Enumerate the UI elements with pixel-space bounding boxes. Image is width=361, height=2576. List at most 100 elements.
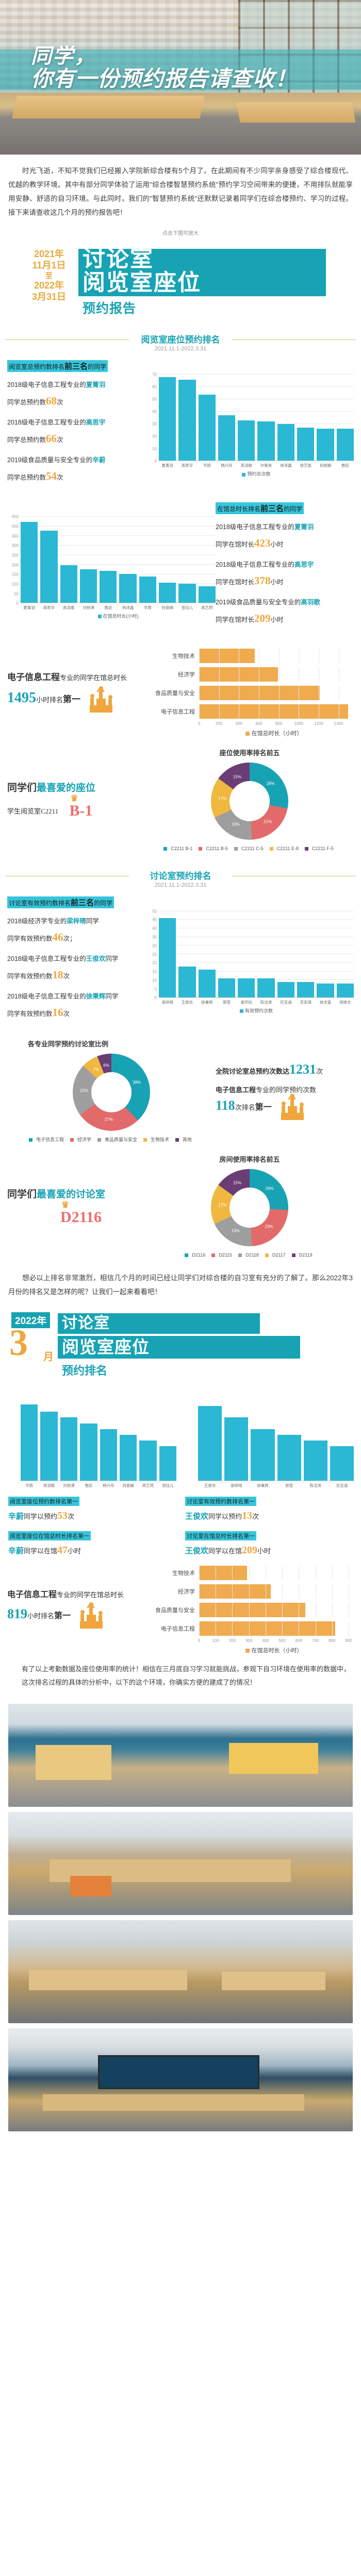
x-tick-label: 郑焕仓 xyxy=(339,999,351,1005)
march-banner-subtitle: 预约排名 xyxy=(62,1364,108,1377)
donut-legend: C2211 B-1 C2211 B-5 C2211 C-5 C2211 E-8 C221… xyxy=(145,845,354,852)
x-tick-label: 刘桓溥 xyxy=(83,605,94,611)
gridline xyxy=(282,1621,283,1636)
bar xyxy=(159,377,176,461)
x-tick-label: 辛蔚 xyxy=(203,463,211,468)
gridline xyxy=(332,1621,333,1636)
banner-date-line2: 11月1日 xyxy=(32,260,66,270)
bar xyxy=(317,429,334,461)
gridline xyxy=(159,460,354,461)
donut-legend-label: D2117 xyxy=(272,1252,286,1258)
favorite-room-text: 同学们最喜爱的讨论室 ♛ D2116 xyxy=(7,1187,145,1226)
photo-reading-room-2[interactable] xyxy=(8,1811,353,1915)
bar xyxy=(257,978,275,997)
bar xyxy=(238,420,255,461)
h-bar xyxy=(199,667,278,682)
x-labels: 夏箐羽 高思宇 高羽歌 刘桓溥 詹廷 林泽鑫 辛蔚 何俊娴 张钰儿 高艺珂 xyxy=(21,605,216,611)
march-stat-seat-hours: 阅览室座位在馆总时长排名第一 辛蔚同学以在馆47小时 xyxy=(8,1531,176,1556)
plot-area xyxy=(159,374,354,462)
donut-legend-item: 电子信息工程 xyxy=(28,1136,66,1143)
x-tick-label: 高艺珂 xyxy=(201,605,213,611)
y-tick: 40 xyxy=(152,409,157,414)
photo-reading-room-1[interactable] xyxy=(8,1703,353,1807)
bar xyxy=(178,583,196,603)
y-tick: 10 xyxy=(152,446,157,451)
gridline xyxy=(199,1565,200,1580)
bar xyxy=(251,1429,275,1481)
x-tick-label: 徐艺航 xyxy=(300,463,311,468)
march-major-line: 电子信息工程专业的同学在馆总时长 xyxy=(7,1590,124,1599)
intro-paragraph: 时光飞逝，不知不觉我们已经搬入学院新综合楼有5个月了。在此期间有不少同学亲身感受… xyxy=(8,167,353,216)
bar xyxy=(79,569,97,603)
h-bar-row: 生物技术 xyxy=(145,647,349,665)
y-tick: 10 xyxy=(152,978,157,983)
gridline xyxy=(232,1584,233,1599)
march-banner-big: 3 xyxy=(9,1321,28,1363)
bar xyxy=(303,1440,327,1481)
reading-count-row: 阅览室总预约数排名前三名的同学 2018级电子信息工程专业的夏箐羽 同学总预约数… xyxy=(0,355,361,497)
outro-line2: 这次排名过程的具体的分析中，以下的这个环境，你确实方便的建成了的情况！ xyxy=(22,1678,257,1686)
gridline xyxy=(159,386,354,387)
photo-reading-room-3[interactable] xyxy=(8,1920,353,2023)
donut-legend-label: 食品质量与安全 xyxy=(104,1137,137,1143)
y-tick: 35 xyxy=(152,935,157,940)
x-tick-label: 徐秉辉 xyxy=(201,999,213,1005)
legend-label: 在馆总时长(小时) xyxy=(103,614,139,619)
legend-swatch xyxy=(239,1009,243,1013)
donut-slice-label: 7% xyxy=(93,1067,99,1072)
h-bar-row: 经济学 xyxy=(145,665,349,684)
gridline xyxy=(282,1602,283,1617)
donut-slice-label: 19% xyxy=(232,822,240,827)
discussion-total: 全院讨论室总预约次数达1231次 xyxy=(216,1062,323,1077)
h-bar-row: 经济学 xyxy=(145,1582,349,1601)
x-tick-label: 徐秉辉 xyxy=(257,1483,269,1488)
banner-date-line4: 2022年 xyxy=(34,280,64,291)
donut-legend-label: C2211 F-5 xyxy=(312,845,334,851)
march-banner-block2: 阅览室座位 xyxy=(58,1335,300,1359)
donut-slice-label: 21% xyxy=(264,819,272,824)
reading-count-fact-3: 2019级食品质量与安全专业的辛蔚 同学总预约数54次 xyxy=(7,456,106,483)
y-tick: 20 xyxy=(152,960,157,965)
reading-hours-row: 在馆总时长排名前三名的同学 2018级电子信息工程专业的夏箐羽 同学在馆时长42… xyxy=(0,497,361,639)
gridline xyxy=(249,1584,250,1599)
gridline xyxy=(199,1621,200,1636)
march-banner-year: 2022年 xyxy=(11,1312,51,1328)
x-tick: 300 xyxy=(245,1638,253,1643)
photo-discussion-room[interactable] xyxy=(8,2028,353,2131)
x-tick-label: 杨兴舟 xyxy=(102,1483,114,1488)
hl-post: 的同学 xyxy=(88,363,107,370)
h-bar-track xyxy=(199,1621,349,1636)
banner-title-line2: 阅览室座位 xyxy=(83,270,201,295)
donut-legend-label: C2211 E-8 xyxy=(276,845,299,851)
legend-swatch-icon xyxy=(305,846,309,851)
x-tick: 400 xyxy=(262,1638,269,1643)
donut-slice-label: 23% xyxy=(265,1224,273,1229)
legend-swatch-icon xyxy=(291,1253,296,1257)
chart-legend: 预约总次数 xyxy=(159,470,354,477)
march-stat-reading: 阅览室座位预约数排名第一 辛蔚同学以预约53次 xyxy=(8,1496,176,1522)
h-bar-track xyxy=(199,1602,349,1617)
march-stat-room-hours: 讨论室在馆总时长排名第一 王俊欢同学以在馆209小时 xyxy=(185,1531,353,1556)
chart-legend: 在馆总时长(小时) xyxy=(21,613,216,619)
legend-swatch-icon xyxy=(265,1253,269,1257)
bar xyxy=(198,586,216,603)
favorite-room-row: 同学们最喜爱的讨论室 ♛ D2116 房间使用率排名前五 26% 23% 19% 17%… xyxy=(0,1149,361,1264)
y-axis xyxy=(185,1395,197,1481)
hero-tint-overlay xyxy=(0,49,361,90)
bar xyxy=(297,428,315,461)
bar xyxy=(139,1440,157,1481)
donut-slice-label: 38% xyxy=(133,1080,141,1085)
major-hours-chart: 生物技术 经济学 食品质量与安全 电子信息工程 0 200 400 600 800 1000 120… xyxy=(145,645,354,737)
hero-title: 同学， 你有一份预约报告请查收！ xyxy=(31,45,297,91)
march-major-chart: 生物技术 经济学 食品质量与安全 电子信息工程 0 100 200 300 400 500 600 7… xyxy=(145,1562,354,1654)
x-tick: 900 xyxy=(345,1638,352,1643)
march-stat-reading-val: 辛蔚同学以预约53次 xyxy=(8,1510,75,1521)
x-tick-label: 任宝涵 xyxy=(336,1483,348,1488)
march-reading-chart-wrap: 辛蔚 高羽歌 刘桓溥 詹廷 杨兴舟 何俊娴 高艺珂 张钰儿 xyxy=(7,1395,176,1488)
x-tick-label: 辛蔚 xyxy=(143,605,152,611)
bar xyxy=(224,1417,249,1481)
march-stat-row-2: 阅览室座位在馆总时长排名第一 辛蔚同学以在馆47小时 讨论室在馆总时长排名第一 … xyxy=(0,1522,361,1556)
legend-swatch-icon xyxy=(269,846,273,851)
x-tick-label: 詹廷 xyxy=(341,463,349,468)
y-tick: 250 xyxy=(11,553,19,558)
